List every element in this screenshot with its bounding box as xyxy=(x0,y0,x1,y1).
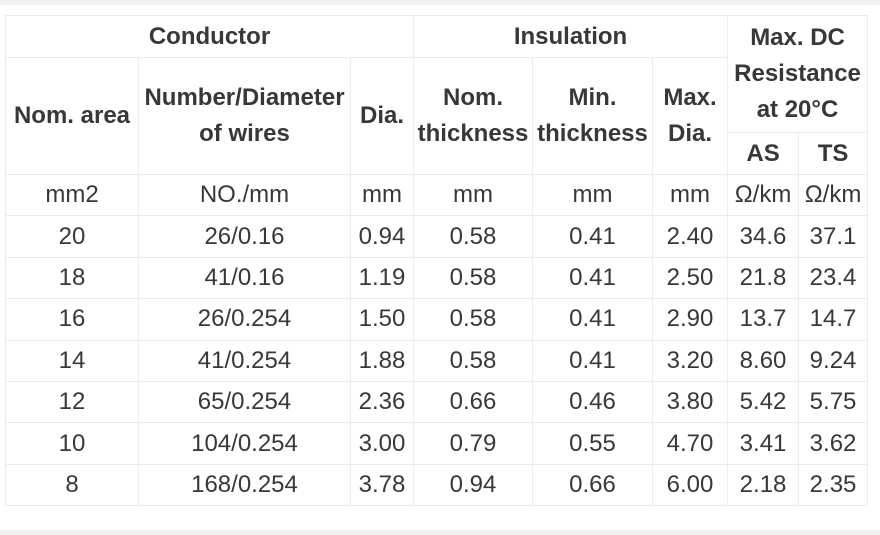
data-cell: 21.8 xyxy=(727,256,800,300)
col-header-min-thickness: Min. thickness xyxy=(532,57,654,175)
data-cell: 0.58 xyxy=(413,298,534,341)
data-cell: 65/0.254 xyxy=(138,380,351,424)
data-cell: 0.55 xyxy=(532,422,654,465)
unit-cell: mm2 xyxy=(5,173,139,217)
data-cell: 0.58 xyxy=(413,215,534,258)
unit-cell: NO./mm xyxy=(138,173,351,217)
unit-cell: mm xyxy=(349,173,415,217)
resistance-subheader-row: AS TS xyxy=(6,132,869,175)
unit-cell: Ω/km xyxy=(798,173,869,217)
col-header-dia: Dia. xyxy=(349,57,415,175)
data-cell: 3.62 xyxy=(798,422,869,465)
data-cell: 0.66 xyxy=(532,463,654,507)
data-cell: 0.79 xyxy=(413,422,534,465)
data-cell: 6.00 xyxy=(652,463,729,507)
unit-cell: mm xyxy=(652,173,729,217)
wire-spec-table: Conductor Insulation Max. DC Resistance … xyxy=(4,15,869,507)
data-cell: 8 xyxy=(5,463,139,507)
unit-cell: mm xyxy=(532,173,654,217)
table-row: 12 65/0.254 2.36 0.66 0.46 3.80 5.42 5.7… xyxy=(5,380,869,424)
data-cell: 18 xyxy=(5,256,139,300)
data-cell: 3.78 xyxy=(349,463,415,507)
group-header-row: Conductor Insulation Max. DC Resistance … xyxy=(4,15,869,133)
data-cell: 0.58 xyxy=(413,339,534,382)
data-cell: 12 xyxy=(5,380,139,424)
data-cell: 0.66 xyxy=(413,380,534,424)
group-header-max-dc-resistance: Max. DC Resistance at 20°C xyxy=(727,15,869,133)
data-cell: 8.60 xyxy=(727,339,800,382)
unit-cell: Ω/km xyxy=(727,173,800,217)
data-cell: 4.70 xyxy=(652,422,729,465)
data-cell: 20 xyxy=(5,215,139,258)
data-cell: 3.00 xyxy=(349,422,415,465)
table-row: 18 41/0.16 1.19 0.58 0.41 2.50 21.8 23.4 xyxy=(5,256,869,300)
col-header-nom-thickness: Nom. thickness xyxy=(413,57,534,175)
data-cell: 37.1 xyxy=(798,215,869,258)
units-row: mm2 NO./mm mm mm mm mm Ω/km Ω/km xyxy=(5,173,869,217)
data-cell: 104/0.254 xyxy=(138,422,351,465)
data-cell: 0.41 xyxy=(532,215,654,258)
data-cell: 16 xyxy=(5,298,139,341)
col-header-ts: TS xyxy=(798,132,869,175)
table-row: 8 168/0.254 3.78 0.94 0.66 6.00 2.18 2.3… xyxy=(5,463,869,507)
data-cell: 34.6 xyxy=(727,215,800,258)
data-cell: 1.50 xyxy=(349,298,415,341)
data-cell: 10 xyxy=(5,422,139,465)
data-cell: 0.41 xyxy=(532,339,654,382)
data-cell: 168/0.254 xyxy=(138,463,351,507)
table-row: 14 41/0.254 1.88 0.58 0.41 3.20 8.60 9.2… xyxy=(5,339,869,382)
data-cell: 2.90 xyxy=(652,298,729,341)
data-cell: 0.58 xyxy=(413,256,534,300)
data-cell: 2.18 xyxy=(727,463,800,507)
data-cell: 3.80 xyxy=(652,380,729,424)
col-header-as: AS xyxy=(727,132,800,175)
data-cell: 41/0.254 xyxy=(138,339,351,382)
data-cell: 3.41 xyxy=(727,422,800,465)
group-header-insulation: Insulation xyxy=(413,15,729,58)
data-cell: 1.88 xyxy=(349,339,415,382)
data-cell: 41/0.16 xyxy=(138,256,351,300)
table-row: 10 104/0.254 3.00 0.79 0.55 4.70 3.41 3.… xyxy=(5,422,869,465)
data-cell: 2.40 xyxy=(652,215,729,258)
data-cell: 5.42 xyxy=(727,380,800,424)
col-header-nom-area: Nom. area xyxy=(5,57,139,175)
data-cell: 14.7 xyxy=(798,298,869,341)
column-header-row: Nom. area Number/Diameter of wires Dia. … xyxy=(5,57,868,175)
data-cell: 5.75 xyxy=(798,380,869,424)
data-cell: 0.94 xyxy=(349,215,415,258)
table-row: 20 26/0.16 0.94 0.58 0.41 2.40 34.6 37.1 xyxy=(5,215,869,258)
page-top-strip xyxy=(0,0,880,5)
data-cell: 9.24 xyxy=(798,339,869,382)
data-cell: 3.20 xyxy=(652,339,729,382)
data-cell: 0.94 xyxy=(413,463,534,507)
page-bottom-strip xyxy=(0,530,880,535)
data-cell: 13.7 xyxy=(727,298,800,341)
data-cell: 2.35 xyxy=(798,463,869,507)
group-header-conductor: Conductor xyxy=(4,15,415,58)
data-cell: 0.41 xyxy=(532,298,654,341)
data-cell: 2.50 xyxy=(652,256,729,300)
data-cell: 1.19 xyxy=(349,256,415,300)
unit-cell: mm xyxy=(413,173,534,217)
data-cell: 0.46 xyxy=(532,380,654,424)
table-row: 16 26/0.254 1.50 0.58 0.41 2.90 13.7 14.… xyxy=(5,298,869,341)
data-cell: 26/0.16 xyxy=(138,215,351,258)
data-cell: 23.4 xyxy=(798,256,869,300)
col-header-max-dia: Max. Dia. xyxy=(652,57,729,175)
data-cell: 14 xyxy=(5,339,139,382)
data-cell: 2.36 xyxy=(349,380,415,424)
col-header-number-diameter: Number/Diameter of wires xyxy=(138,57,351,175)
data-cell: 0.41 xyxy=(532,256,654,300)
data-cell: 26/0.254 xyxy=(138,298,351,341)
